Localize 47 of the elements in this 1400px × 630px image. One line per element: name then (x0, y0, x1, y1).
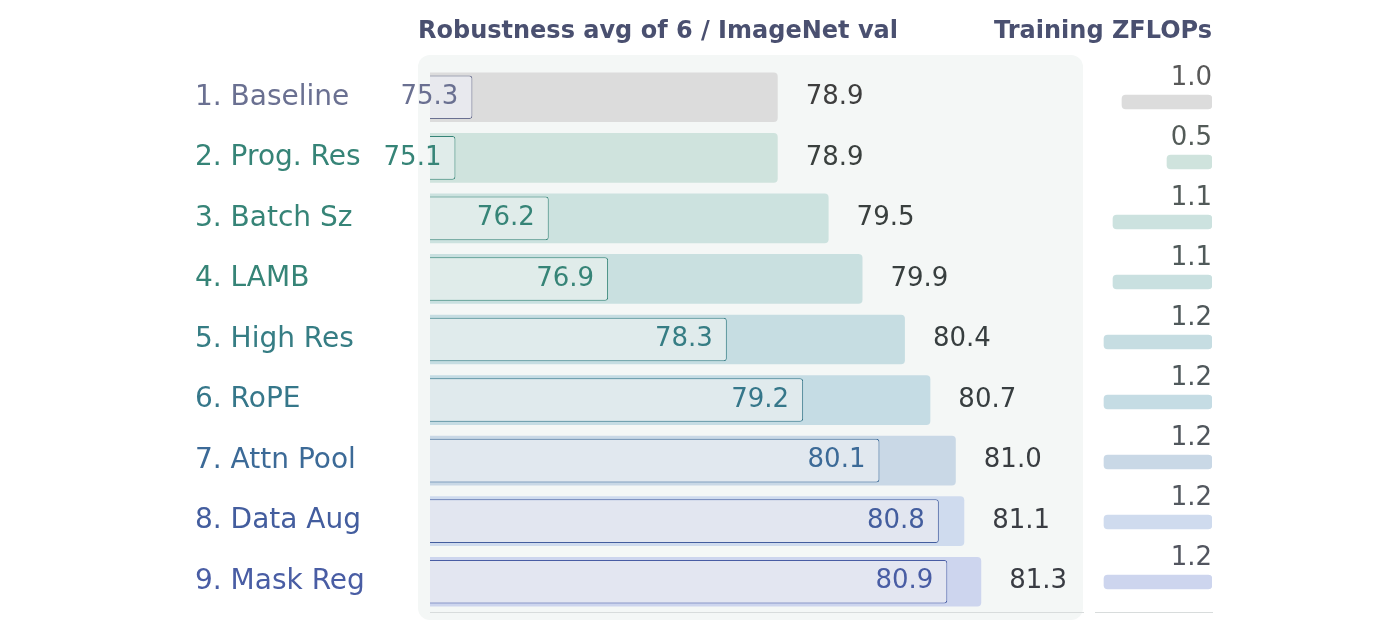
data-label: 76.2 (476, 201, 535, 232)
y-tick-label: 1. Baseline (195, 78, 350, 112)
y-tick-label: 2. Prog. Res (195, 139, 361, 173)
bar (1103, 454, 1212, 470)
data-label: 81.1 (992, 503, 1051, 534)
y-tick-label: 9. Mask Reg (195, 563, 365, 596)
data-label: 78.9 (805, 140, 864, 171)
bar (1103, 574, 1212, 590)
y-tick-label: 6. RoPE (195, 381, 301, 415)
data-label: 80.4 (932, 322, 991, 353)
data-label: 79.9 (890, 261, 949, 292)
bar (1103, 514, 1212, 530)
data-label: 78.3 (654, 322, 713, 353)
data-label: 76.9 (536, 261, 595, 292)
y-tick-label: 7. Attn Pool (195, 441, 356, 475)
data-label: 75.1 (383, 140, 442, 171)
bar (1166, 154, 1212, 170)
data-label: 81.0 (983, 443, 1042, 474)
data-label: 79.5 (856, 201, 915, 232)
data-label: 80.9 (875, 564, 934, 595)
data-label: 81.3 (1009, 564, 1068, 595)
bar (1103, 394, 1212, 410)
data-label: 80.1 (807, 443, 866, 474)
data-label: 1.2 (1170, 360, 1212, 391)
chart-title: Robustness avg of 6 / ImageNet val (418, 16, 898, 44)
data-label: 0.5 (1170, 120, 1212, 151)
bar (1121, 94, 1212, 110)
bar (1112, 274, 1212, 290)
bar (1112, 214, 1212, 230)
y-tick-label: 5. High Res (195, 320, 354, 354)
data-label: 79.2 (731, 382, 790, 413)
data-label: 1.1 (1170, 240, 1212, 271)
data-label: 1.2 (1170, 480, 1212, 511)
data-label: 1.2 (1170, 540, 1212, 571)
chart-title: Training ZFLOPs (993, 16, 1212, 44)
data-label: 1.1 (1170, 180, 1212, 211)
data-label: 1.2 (1170, 300, 1212, 331)
data-label: 78.9 (805, 80, 864, 111)
y-tick-label: 8. Data Aug (195, 502, 362, 536)
data-label: 1.0 (1170, 60, 1212, 91)
data-label: 1.2 (1170, 420, 1212, 451)
y-tick-label: 4. LAMB (195, 260, 310, 294)
data-label: 75.3 (400, 80, 459, 111)
bar (1103, 334, 1212, 350)
y-tick-label: 3. Batch Sz (195, 199, 353, 233)
data-label: 80.7 (958, 382, 1017, 413)
data-label: 80.8 (866, 503, 925, 534)
